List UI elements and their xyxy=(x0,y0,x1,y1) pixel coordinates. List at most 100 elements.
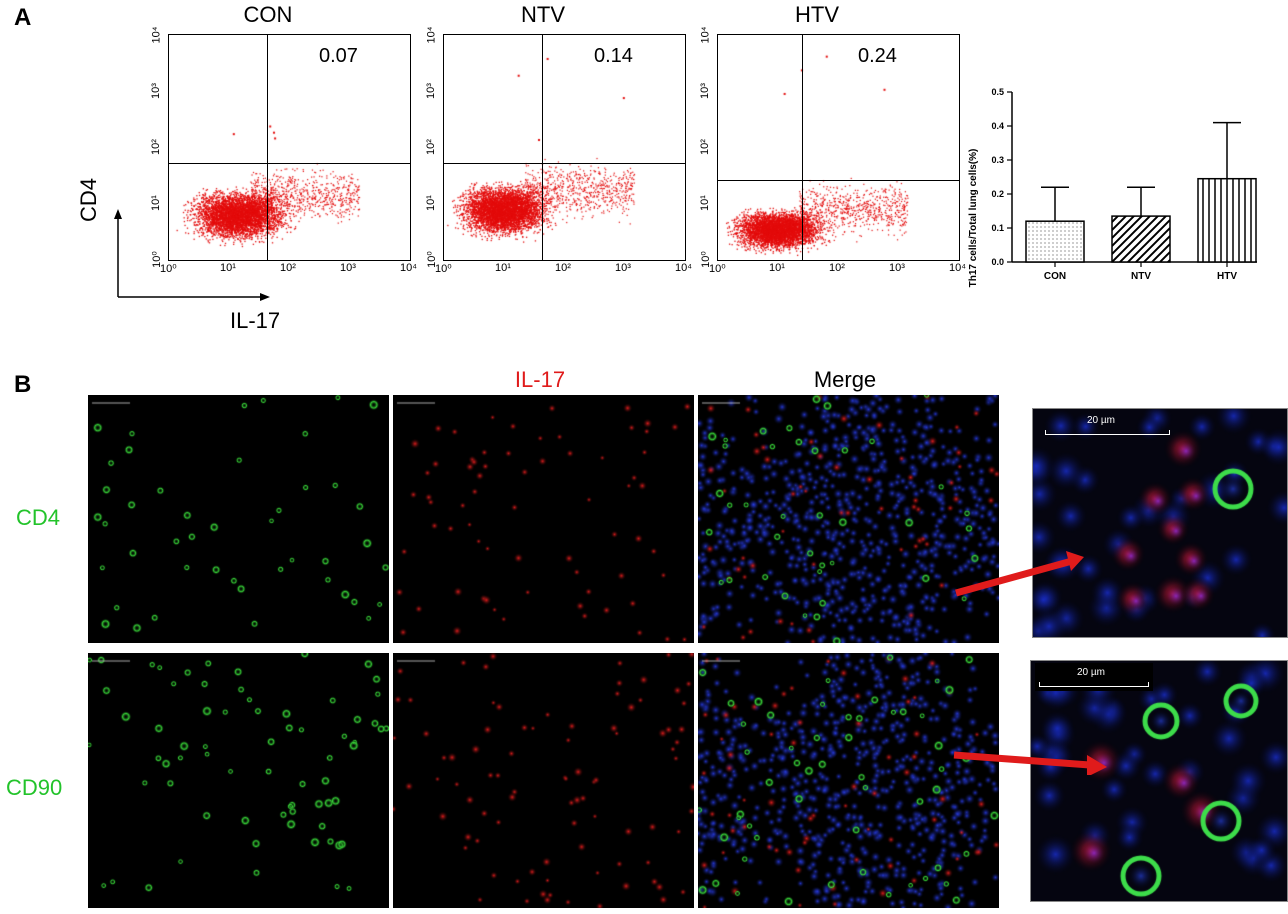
bar-category-label: HTV xyxy=(1217,271,1237,282)
bar-htv xyxy=(1197,177,1257,263)
scale-bar: 20 µm xyxy=(1039,667,1149,689)
quadrant-value-ntv: 0.14 xyxy=(594,45,633,67)
x-tick-label: 10² xyxy=(555,262,571,274)
flow-gate-horizontal xyxy=(718,180,959,181)
micrograph-cd90-green xyxy=(88,653,389,908)
bar-y-label: Th17 cells/Total lung cells(%) xyxy=(968,149,979,288)
micrograph-canvas xyxy=(698,395,999,643)
y-tick-label: 10³ xyxy=(424,83,437,99)
scale-bar-line xyxy=(1039,686,1149,687)
arrow-cd90-line xyxy=(953,751,1090,769)
flow-dots-con xyxy=(169,35,410,260)
scale-bar-label: 20 µm xyxy=(1077,667,1105,678)
x-tick-label: 10³ xyxy=(340,262,356,274)
y-arrow-head xyxy=(114,209,122,219)
x-tick-label: 10⁰ xyxy=(160,263,177,275)
x-tick-label: 10³ xyxy=(889,262,905,274)
y-tick-label: 10⁴ xyxy=(425,26,438,44)
x-tick-label: 10⁰ xyxy=(435,263,452,275)
flow-gate-horizontal xyxy=(444,163,685,164)
micrograph-cd90-merge xyxy=(698,653,999,908)
y-tick-label: 10⁰ xyxy=(425,251,438,268)
y-tick-label: 10³ xyxy=(149,83,162,99)
flow-plot-htv: 0.24 xyxy=(717,34,960,261)
micrograph-canvas xyxy=(393,653,694,908)
y-tick-label: 10² xyxy=(698,139,711,155)
scale-bar-tick xyxy=(1039,682,1040,687)
y-tick-label: 10⁴ xyxy=(699,26,712,44)
flow-title-con: CON xyxy=(243,2,293,27)
x-tick-label: 10⁰ xyxy=(709,263,726,275)
bar-y-tick-label: 0.3 xyxy=(991,155,1004,165)
y-tick-label: 10² xyxy=(424,139,437,155)
bar-ntv xyxy=(1111,215,1171,263)
zoom-canvas xyxy=(1031,661,1287,901)
bar-y-tick-label: 0.5 xyxy=(991,87,1004,97)
bar-category-label: NTV xyxy=(1131,271,1151,282)
x-tick-label: 10¹ xyxy=(495,262,511,274)
flow-gate-vertical xyxy=(542,35,543,260)
x-tick-label: 10³ xyxy=(615,262,631,274)
y-tick-label: 10¹ xyxy=(698,195,711,211)
x-tick-label: 10² xyxy=(829,262,845,274)
micrograph-cd4-merge xyxy=(698,395,999,643)
bar-category-label: CON xyxy=(1044,271,1066,282)
column-label-il17: IL-17 xyxy=(514,367,566,392)
micrograph-cd90-il17 xyxy=(393,653,694,908)
flow-plot-con: 0.07 xyxy=(168,34,411,261)
arrow-cd4-head xyxy=(1066,551,1084,571)
y-tick-label: 10³ xyxy=(698,83,711,99)
bar-y-tick-label: 0.0 xyxy=(991,257,1004,267)
flow-gate-horizontal xyxy=(169,163,410,164)
flow-title-ntv: NTV xyxy=(521,2,565,27)
bar-y-tick-label: 0.1 xyxy=(991,223,1004,233)
axis-label-cd4: CD4 xyxy=(76,177,101,222)
flow-gate-vertical xyxy=(802,35,803,260)
arrow-cd4-line xyxy=(955,557,1073,597)
zoom-inset-cd90: 20 µm xyxy=(1030,660,1288,902)
quadrant-value-htv: 0.24 xyxy=(858,45,897,67)
scale-bar-tick xyxy=(1169,430,1170,435)
row-label-cd90: CD90 xyxy=(6,775,63,800)
micrograph-cd4-il17 xyxy=(393,395,694,643)
bar-con xyxy=(1025,220,1085,263)
x-tick-label: 10⁴ xyxy=(949,262,966,274)
y-tick-label: 10¹ xyxy=(424,195,437,211)
micrograph-canvas xyxy=(88,653,389,908)
zoom-arrows xyxy=(953,551,1090,769)
arrow-cd90-head-wrap xyxy=(1087,755,1107,775)
scale-bar-tick xyxy=(1045,430,1046,435)
flow-gate-vertical xyxy=(267,35,268,260)
scale-bar: 20 µm xyxy=(1045,415,1170,437)
y-tick-label: 10⁰ xyxy=(699,251,712,268)
panel-b-letter: B xyxy=(14,371,32,398)
x-tick-label: 10¹ xyxy=(220,262,236,274)
y-tick-label: 10⁴ xyxy=(150,26,163,44)
column-label-merge: Merge xyxy=(813,367,877,392)
flow-dots-ntv xyxy=(444,35,685,260)
micrograph-canvas xyxy=(88,395,389,643)
arrow-cd90-head xyxy=(1087,755,1107,775)
bar-y-tick-label: 0.4 xyxy=(991,121,1004,131)
flow-dots-htv xyxy=(718,35,959,260)
quadrant-value-con: 0.07 xyxy=(319,45,358,67)
y-tick-label: 10² xyxy=(149,139,162,155)
row-label-cd4: CD4 xyxy=(16,505,61,530)
x-tick-label: 10⁴ xyxy=(675,262,692,274)
scale-bar-label: 20 µm xyxy=(1087,415,1115,426)
x-tick-label: 10⁴ xyxy=(400,262,417,274)
scale-bar-tick xyxy=(1148,682,1149,687)
micrograph-canvas xyxy=(393,395,694,643)
axis-arrows xyxy=(114,209,270,301)
micrograph-canvas xyxy=(698,653,999,908)
bar-y-tick-label: 0.2 xyxy=(991,189,1004,199)
x-tick-label: 10² xyxy=(280,262,296,274)
x-tick-label: 10¹ xyxy=(769,262,785,274)
bar-layer: 0.0 0.1 0.2 0.3 0.4 0.5 CON NTV HTV xyxy=(991,87,1257,282)
zoom-canvas xyxy=(1033,409,1287,637)
flow-plot-ntv: 0.14 xyxy=(443,34,686,261)
x-arrow-head xyxy=(260,293,270,301)
panel-a-letter: A xyxy=(14,4,32,31)
scale-bar-line xyxy=(1045,434,1170,435)
flow-title-htv: HTV xyxy=(795,2,839,27)
